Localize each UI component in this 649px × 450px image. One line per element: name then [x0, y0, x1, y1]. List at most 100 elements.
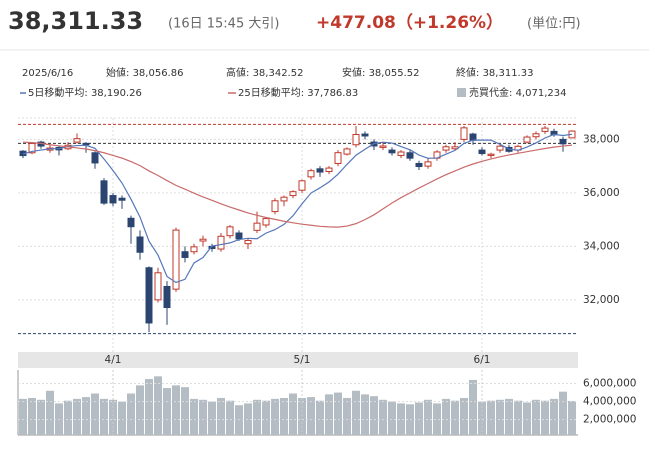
volume-bar: [217, 397, 225, 435]
candle-body: [334, 152, 342, 164]
candle-body: [163, 285, 171, 308]
candle-body: [28, 143, 36, 154]
volume-bar: [271, 398, 279, 435]
x-tick-label: 6/1: [474, 354, 491, 366]
legend-value: 37,786.83: [307, 88, 358, 99]
candle-body: [442, 146, 450, 151]
candle-body: [91, 152, 99, 164]
candle-body: [172, 229, 180, 290]
volume-tick-label: 6,000,000: [583, 378, 636, 390]
candle-body: [127, 217, 135, 228]
volume-bar: [28, 397, 36, 435]
y-tick-label: 34,000: [583, 240, 620, 252]
open-info: 始値: 38,056.86: [106, 66, 183, 79]
label: 高値:: [226, 66, 249, 79]
volume-bar: [496, 399, 504, 435]
candle-body: [361, 133, 369, 137]
candle-body: [460, 127, 468, 140]
candle-body: [280, 196, 288, 202]
unit: (単位:円): [527, 16, 581, 32]
date-band: [18, 352, 578, 368]
candle-body: [253, 222, 261, 231]
candle-body: [118, 197, 126, 201]
candle-body: [478, 149, 486, 155]
candle-body: [244, 239, 252, 245]
legend-entry: 5日移動平均: 38,190.26: [28, 86, 142, 99]
volume-bar: [433, 403, 441, 435]
y-tick-label: 32,000: [583, 294, 620, 306]
candle-body: [523, 136, 531, 143]
legend-value: 4,071,234: [516, 88, 567, 99]
volume-bar: [523, 402, 531, 435]
candle-body: [316, 168, 324, 173]
volume-bar: [73, 398, 81, 435]
volume-bar: [451, 400, 459, 435]
price: 38,311.33: [8, 7, 143, 35]
volume-bar: [334, 392, 342, 435]
label: 終値:: [456, 66, 479, 79]
legend-name: 25日移動平均: [238, 86, 301, 99]
candle-body: [325, 167, 333, 172]
candle-body: [235, 232, 243, 240]
candle-body: [73, 138, 81, 143]
volume-bar: [127, 393, 135, 435]
close-info: 終値: 38,311.33: [456, 66, 533, 79]
y-tick-label: 36,000: [583, 187, 620, 199]
label: 始値:: [106, 66, 129, 79]
volume-bar: [316, 400, 324, 435]
volume-bar: [469, 379, 477, 435]
volume-bar: [37, 399, 45, 435]
volume-bar: [82, 397, 90, 435]
candle-body: [109, 195, 117, 204]
volume-bar: [100, 398, 108, 435]
candle-body: [487, 153, 495, 156]
moving-average: [22, 141, 573, 228]
volume-bar: [550, 398, 558, 435]
volume-bar: [325, 394, 333, 435]
volume-bar: [208, 401, 216, 435]
candle-body: [136, 236, 144, 253]
volume-bar: [190, 398, 198, 435]
x-tick-label: 5/1: [294, 354, 311, 366]
legend-name: 売買代金: [469, 86, 509, 99]
volume-bar: [109, 399, 117, 435]
volume-bar: [253, 399, 261, 435]
volume-bar: [19, 398, 27, 435]
volume-bar: [118, 401, 126, 435]
candle-body: [289, 191, 297, 197]
candle-body: [415, 162, 423, 168]
y-tick-label: 38,000: [583, 133, 620, 145]
label: 安値:: [342, 66, 365, 79]
volume-bar: [163, 388, 171, 435]
volume-bar: [46, 390, 54, 435]
value: 38,055.52: [369, 68, 420, 79]
value: 38,311.33: [483, 68, 534, 79]
low-info: 安値: 38,055.52: [342, 66, 419, 79]
volume-bar: [568, 400, 576, 435]
moving-average: [22, 133, 573, 284]
volume-bar: [298, 397, 306, 435]
legend-entry: 売買代金: 4,071,234: [469, 86, 566, 99]
value: 38,342.52: [253, 68, 304, 79]
volume-bar: [154, 376, 162, 435]
volume-tick-label: 2,000,000: [583, 414, 636, 426]
candle-body: [100, 180, 108, 204]
volume-bar: [370, 396, 378, 435]
candle-body: [190, 246, 198, 253]
legend-swatch: [457, 88, 466, 97]
candle-body: [424, 161, 432, 167]
volume-bar: [361, 394, 369, 435]
candle-body: [343, 148, 351, 155]
candle-body: [406, 152, 414, 159]
time: (16日 15:45 大引): [168, 17, 279, 32]
value: 38,056.86: [133, 68, 184, 79]
x-tick-label: 4/1: [105, 354, 122, 366]
candle-body: [469, 133, 477, 141]
candle-body: [352, 134, 360, 146]
candle-body: [154, 272, 162, 301]
volume-bar: [352, 390, 360, 435]
volume-bar: [532, 399, 540, 435]
candle-body: [82, 142, 90, 146]
candle-body: [262, 218, 270, 226]
